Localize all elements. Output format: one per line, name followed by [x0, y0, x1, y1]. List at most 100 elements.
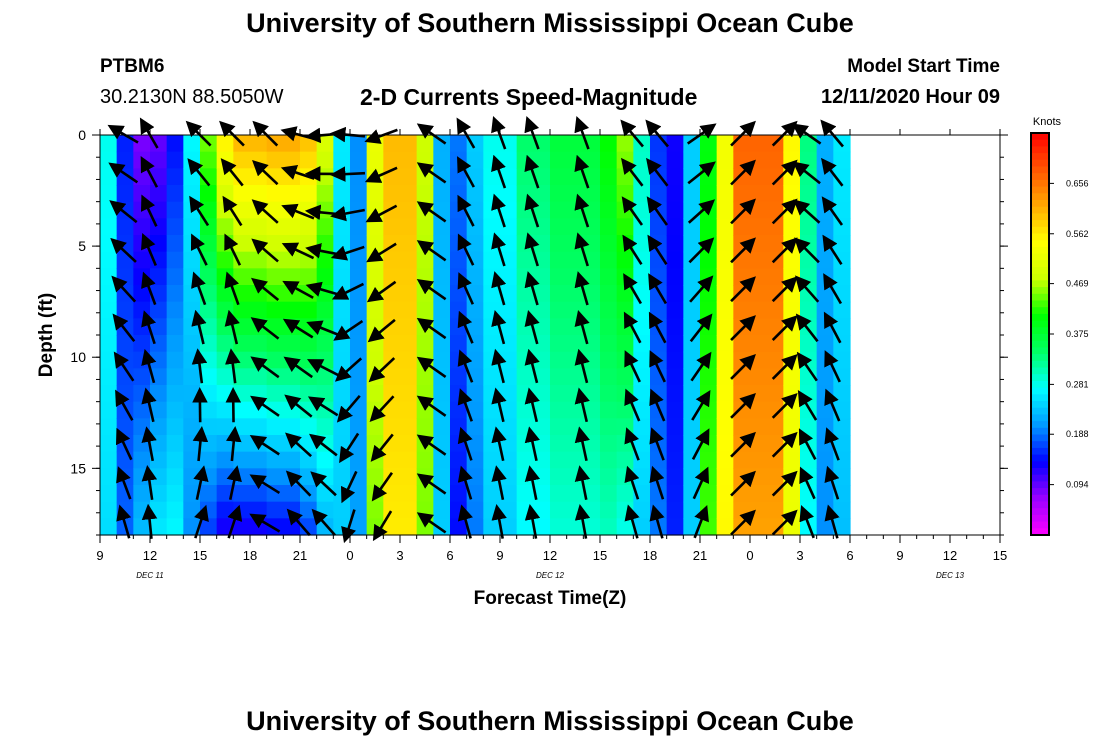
colorbar-segment	[1031, 414, 1049, 422]
heatmap-cell	[516, 251, 551, 269]
x-tick-label: 12	[943, 548, 957, 563]
heatmap-cell	[166, 368, 184, 386]
heatmap-cell	[716, 518, 734, 536]
heatmap-cell	[666, 185, 684, 203]
heatmap-cell	[550, 218, 601, 236]
colorbar-segment	[1031, 240, 1049, 248]
heatmap-cell	[266, 468, 301, 486]
colorbar-segment	[1031, 488, 1049, 496]
heatmap-cell	[783, 485, 801, 503]
heatmap-cell	[716, 301, 734, 319]
colorbar-segment	[1031, 186, 1049, 194]
heatmap-cell	[166, 468, 184, 486]
colorbar-segment	[1031, 320, 1049, 328]
current-arrow	[141, 387, 157, 423]
heatmap-cell	[483, 501, 518, 519]
heatmap-cell	[600, 485, 618, 503]
heatmap-cell	[550, 518, 601, 536]
current-arrow	[624, 465, 640, 500]
heatmap-cell	[600, 185, 618, 203]
current-arrow	[524, 504, 541, 539]
current-arrow	[250, 317, 280, 340]
model-start-value: 12/11/2020 Hour 09	[820, 86, 1000, 108]
current-arrow	[622, 234, 643, 265]
colorbar-segment	[1031, 253, 1049, 261]
current-arrow	[794, 275, 820, 303]
current-arrow	[624, 350, 641, 383]
heatmap-cell	[483, 251, 518, 269]
heatmap-cell	[833, 518, 851, 536]
current-arrow	[457, 310, 474, 344]
heatmap-cell	[166, 301, 184, 319]
heatmap-cell	[150, 385, 168, 403]
current-arrow	[193, 465, 209, 500]
current-arrow	[366, 242, 397, 263]
heatmap-cell	[783, 335, 801, 353]
current-arrow	[623, 311, 642, 344]
heatmap-cell	[233, 235, 268, 253]
current-arrow	[457, 388, 473, 422]
heatmap-cell	[316, 485, 334, 503]
heatmap-cell	[166, 285, 184, 303]
heatmap-cell	[166, 251, 184, 269]
heatmap-cell	[783, 368, 801, 386]
heatmap-cell	[133, 335, 151, 353]
heatmap-cell	[316, 251, 334, 269]
current-arrow	[821, 157, 844, 187]
heatmap-cell	[600, 201, 618, 219]
heatmap-cell	[716, 435, 734, 453]
current-arrow	[824, 465, 840, 500]
heatmap-cell	[133, 135, 151, 153]
heatmap-cell	[650, 451, 668, 469]
heatmap-cell	[683, 218, 701, 236]
heatmap-cell	[433, 501, 451, 519]
heatmap-cell	[183, 151, 201, 169]
current-arrow	[250, 395, 280, 417]
heatmap-cell	[116, 185, 134, 203]
heatmap-cell	[483, 268, 518, 286]
heatmap-cell	[183, 451, 201, 469]
heatmap-cell	[233, 135, 268, 153]
heatmap-cell	[666, 151, 684, 169]
heatmap-cell	[483, 485, 518, 503]
current-arrow	[648, 273, 668, 305]
heatmap-cell	[416, 301, 434, 319]
heatmap-cell	[733, 435, 784, 453]
heatmap-cell	[433, 218, 451, 236]
heatmap-cell	[200, 301, 218, 319]
heatmap-cell	[800, 451, 818, 469]
heatmap-cell	[450, 485, 468, 503]
current-arrow	[191, 309, 207, 345]
current-arrow	[416, 240, 447, 262]
x-tick-label: 18	[643, 548, 657, 563]
heatmap-cell	[600, 318, 618, 336]
heatmap-cell	[783, 301, 801, 319]
heatmap-cell	[350, 268, 368, 286]
heatmap-cell	[650, 335, 668, 353]
colorbar-segment	[1031, 367, 1049, 375]
heatmap-cell	[600, 251, 618, 269]
heatmap-cell	[116, 218, 134, 236]
heatmap-cell	[800, 218, 818, 236]
heatmap-cell	[600, 468, 618, 486]
heatmap-cell	[633, 518, 651, 536]
current-arrow	[794, 237, 820, 264]
current-arrow	[624, 388, 641, 422]
heatmap-cell	[783, 451, 801, 469]
x-tick-label: 0	[346, 548, 353, 563]
heatmap-cell	[833, 501, 851, 519]
current-arrow	[730, 237, 756, 264]
heatmap-cell	[816, 268, 834, 286]
current-arrow	[824, 427, 840, 461]
heatmap-cell	[233, 368, 268, 386]
current-arrow	[730, 354, 756, 380]
heatmap-cell	[150, 451, 168, 469]
heatmap-cell	[416, 418, 434, 436]
colorbar-segment	[1031, 340, 1049, 348]
heatmap-cell	[516, 301, 551, 319]
heatmap-cell	[683, 468, 701, 486]
heatmap-cell	[100, 401, 118, 419]
heatmap-cell	[550, 401, 601, 419]
current-arrow	[225, 348, 241, 384]
heatmap-cell	[650, 218, 668, 236]
